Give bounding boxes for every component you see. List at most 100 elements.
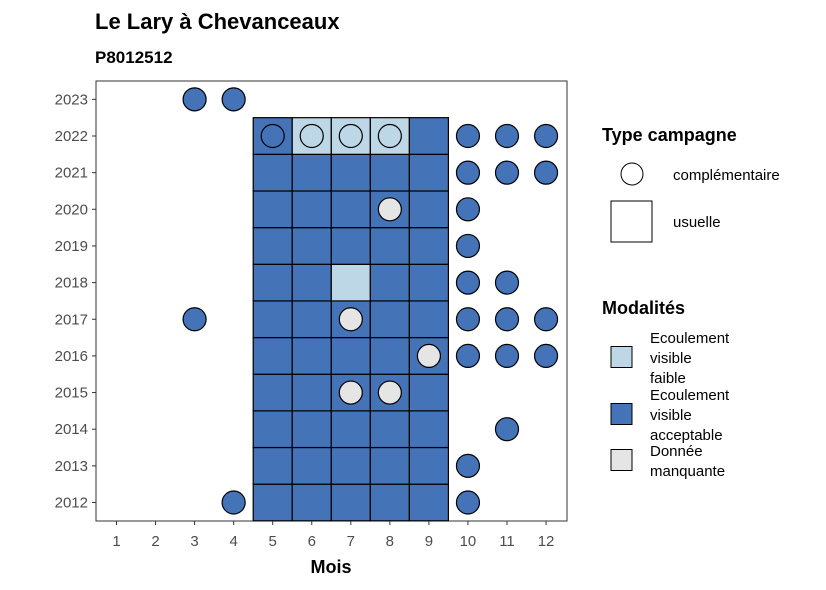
usuelle-cell-2015-5 xyxy=(252,373,293,412)
complementaire-point-2017-11 xyxy=(494,307,520,332)
complementaire-point-2017-12 xyxy=(533,307,559,332)
x-tick-label: 9 xyxy=(425,533,433,550)
legend-fill-label-faible: faible xyxy=(650,370,686,387)
legend-fill-title: Modalités xyxy=(602,298,685,318)
usuelle-cell-2013-5 xyxy=(252,446,293,485)
y-tick-label: 2015 xyxy=(55,385,88,402)
usuelle-cell-2017-5 xyxy=(252,300,293,339)
y-tick-label: 2018 xyxy=(55,275,88,292)
x-tick-label: 8 xyxy=(386,533,394,550)
usuelle-cell-2012-8 xyxy=(369,483,410,522)
legend-square-key xyxy=(610,200,653,243)
usuelle-cell-2013-8 xyxy=(369,446,410,485)
x-tick-label: 1 xyxy=(112,533,120,550)
x-tick-label: 11 xyxy=(499,533,515,550)
usuelle-cell-2021-6 xyxy=(291,153,332,192)
complementaire-point-2016-12 xyxy=(533,343,559,368)
usuelle-cell-2013-7 xyxy=(330,446,371,485)
usuelle-cell-2020-7 xyxy=(330,190,371,229)
y-tick-label: 2016 xyxy=(55,348,88,365)
usuelle-cell-2021-5 xyxy=(252,153,293,192)
complementaire-point-2013-10 xyxy=(455,453,481,478)
legend-fill: Modalités EcoulementvisiblefaibleEcoulem… xyxy=(602,298,730,480)
usuelle-cell-2018-8 xyxy=(369,263,410,302)
complementaire-point-2018-11 xyxy=(494,270,520,295)
legend-shape-label-usuelle: usuelle xyxy=(673,214,721,231)
usuelle-cell-2019-6 xyxy=(291,227,332,265)
usuelle-cell-2019-7 xyxy=(330,227,371,265)
complementaire-point-2012-4 xyxy=(221,490,246,515)
usuelle-cell-2020-5 xyxy=(252,190,293,229)
usuelle-cell-2013-6 xyxy=(291,446,332,485)
usuelle-cell-2021-9 xyxy=(408,153,449,192)
complementaire-point-2014-11 xyxy=(494,417,520,442)
y-tick-label: 2020 xyxy=(55,201,88,218)
complementaire-point-2019-10 xyxy=(455,233,481,259)
complementaire-points xyxy=(182,87,559,515)
y-tick-label: 2023 xyxy=(55,91,88,108)
usuelle-cell-2016-7 xyxy=(330,336,371,375)
complementaire-point-2022-10 xyxy=(455,123,481,149)
complementaire-point-2022-5 xyxy=(260,123,285,149)
usuelle-cell-2016-5 xyxy=(252,336,293,375)
legend-fill-label-acceptable: Ecoulement xyxy=(650,387,730,404)
usuelle-cell-2017-8 xyxy=(369,300,410,339)
complementaire-point-2023-4 xyxy=(221,87,246,112)
x-axis-title: Mois xyxy=(310,557,351,577)
complementaire-point-2023-3 xyxy=(182,87,207,112)
x-tick-label: 12 xyxy=(538,533,555,550)
usuelle-cell-2012-9 xyxy=(408,483,449,522)
usuelle-cell-2014-8 xyxy=(369,410,410,449)
complementaire-point-2018-10 xyxy=(455,270,481,295)
usuelle-cell-2012-5 xyxy=(252,483,293,522)
usuelle-cell-2014-5 xyxy=(252,410,293,449)
legend-shape: Type campagne complémentaire usuelle xyxy=(602,125,780,243)
y-tick-label: 2013 xyxy=(55,458,88,475)
usuelle-cell-2014-7 xyxy=(330,410,371,449)
legend-fill-label-manquante: Donnée xyxy=(650,443,703,460)
usuelle-cell-2020-6 xyxy=(291,190,332,229)
x-tick-label: 2 xyxy=(151,533,159,550)
complementaire-point-2022-11 xyxy=(494,123,520,149)
usuelle-cell-2016-6 xyxy=(291,336,332,375)
legend-fill-label-acceptable: visible xyxy=(650,407,692,424)
usuelle-cell-2019-5 xyxy=(252,227,293,265)
usuelle-cell-2018-9 xyxy=(408,263,449,302)
y-tick-label: 2017 xyxy=(55,311,88,328)
complementaire-point-2015-7 xyxy=(338,380,363,405)
legend-fill-label-acceptable: acceptable xyxy=(650,427,723,444)
x-tick-label: 6 xyxy=(308,533,316,550)
legend-shape-label-complementaire: complémentaire xyxy=(673,167,780,184)
usuelle-cells xyxy=(252,117,449,522)
complementaire-point-2012-10 xyxy=(455,490,481,515)
usuelle-cell-2018-5 xyxy=(252,263,293,302)
x-tick-label: 7 xyxy=(347,533,355,550)
usuelle-cell-2015-9 xyxy=(408,373,449,412)
x-tick-label: 5 xyxy=(269,533,277,550)
y-tick-label: 2021 xyxy=(55,165,88,182)
usuelle-cell-2012-6 xyxy=(291,483,332,522)
usuelle-cell-2022-9 xyxy=(408,117,449,155)
legend-circle-key xyxy=(620,162,644,186)
y-tick-label: 2014 xyxy=(55,421,88,438)
chart-title: Le Lary à Chevanceaux xyxy=(95,9,340,34)
y-tick-label: 2012 xyxy=(55,495,88,512)
usuelle-cell-2016-8 xyxy=(369,336,410,375)
complementaire-point-2015-8 xyxy=(377,380,402,405)
usuelle-cell-2015-6 xyxy=(291,373,332,412)
legend-fill-label-faible: Ecoulement xyxy=(650,330,730,347)
complementaire-point-2017-7 xyxy=(338,307,363,332)
usuelle-cell-2018-6 xyxy=(291,263,332,302)
usuelle-cell-2012-7 xyxy=(330,483,371,522)
y-tick-label: 2022 xyxy=(55,128,88,145)
usuelle-cell-2019-8 xyxy=(369,227,410,265)
legend-fill-key-faible xyxy=(610,346,633,368)
complementaire-point-2016-9 xyxy=(416,343,441,368)
x-axis: 1 2 3 4 5 6 7 8 9 10 11 12 xyxy=(112,521,554,550)
complementaire-point-2021-12 xyxy=(533,160,559,185)
usuelle-cell-2017-9 xyxy=(408,300,449,339)
complementaire-point-2022-12 xyxy=(533,123,559,149)
complementaire-point-2016-10 xyxy=(455,343,481,368)
complementaire-point-2022-6 xyxy=(299,123,324,149)
